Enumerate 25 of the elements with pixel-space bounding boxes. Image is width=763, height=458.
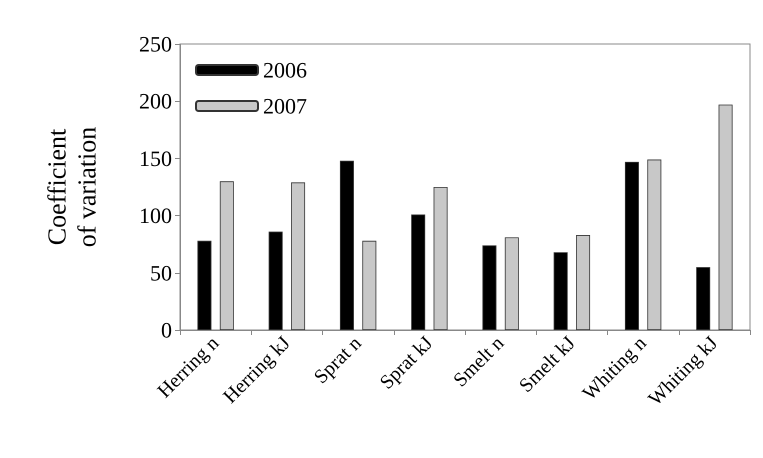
bar <box>340 160 354 330</box>
y-tick-label: 100 <box>139 203 172 228</box>
bar <box>504 237 519 330</box>
bar <box>696 267 710 330</box>
bar <box>220 181 234 330</box>
y-axis-title: Coefficient of variation <box>42 126 102 248</box>
bar <box>411 214 426 330</box>
bar <box>434 187 448 330</box>
y-tick-label: 0 <box>161 318 172 342</box>
bar <box>718 104 733 330</box>
bar <box>197 240 212 330</box>
bar <box>647 160 662 330</box>
bar <box>576 235 590 330</box>
bar <box>362 240 376 330</box>
y-tick-label: 250 <box>139 32 172 56</box>
y-tick-label: 50 <box>150 260 172 286</box>
legend-label: 2006 <box>263 58 307 82</box>
bar <box>291 182 306 330</box>
legend-label: 2007 <box>263 94 307 118</box>
bar <box>268 232 283 330</box>
bar <box>624 162 639 330</box>
y-tick-label: 150 <box>139 146 172 171</box>
bar <box>554 252 568 330</box>
bar <box>482 245 496 330</box>
y-tick-label: 200 <box>139 88 172 114</box>
